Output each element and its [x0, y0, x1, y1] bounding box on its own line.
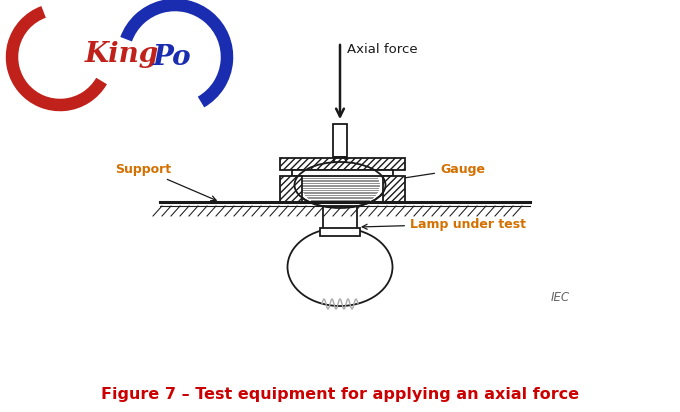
- Bar: [280, 176, 302, 202]
- Text: Support: Support: [115, 162, 216, 201]
- Bar: [323, 206, 357, 230]
- Bar: [292, 170, 393, 176]
- Bar: [280, 158, 405, 170]
- Text: Gauge: Gauge: [395, 162, 485, 181]
- Bar: [383, 176, 405, 202]
- Text: Figure 7 – Test equipment for applying an axial force: Figure 7 – Test equipment for applying a…: [101, 387, 579, 402]
- Text: IEC: IEC: [551, 291, 570, 304]
- Bar: [333, 124, 347, 157]
- Ellipse shape: [288, 228, 392, 306]
- Text: Axial force: Axial force: [347, 42, 418, 56]
- Text: King: King: [85, 40, 159, 68]
- Text: Lamp under test: Lamp under test: [362, 218, 526, 230]
- Bar: [320, 228, 360, 236]
- Text: Po: Po: [153, 44, 192, 70]
- Ellipse shape: [294, 162, 386, 208]
